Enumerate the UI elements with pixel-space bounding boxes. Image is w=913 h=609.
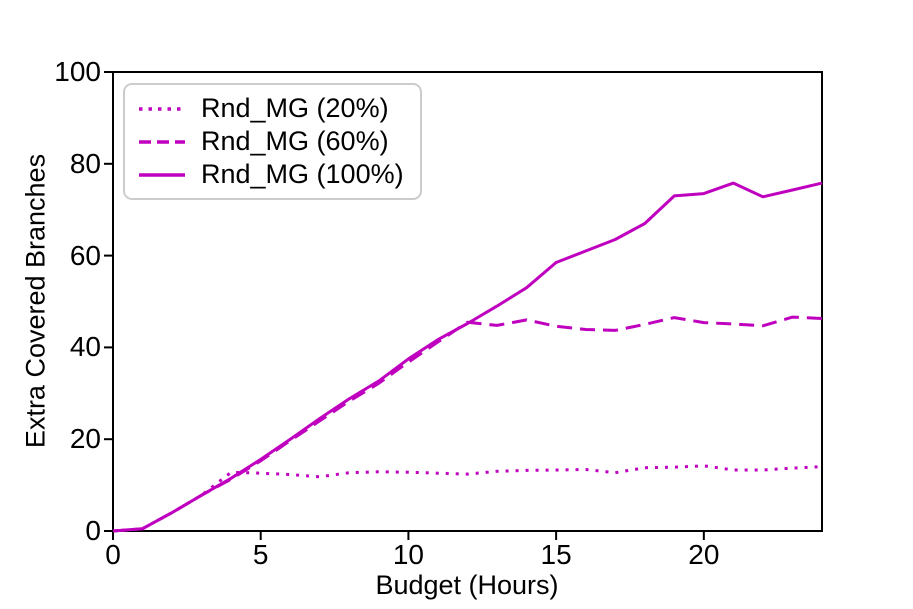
legend: Rnd_MG (20%) Rnd_MG (60%) Rnd_MG (100%) — [123, 83, 422, 200]
y-tick-label-20: 20 — [69, 423, 101, 455]
legend-label: Rnd_MG (60%) — [201, 126, 389, 156]
legend-label: Rnd_MG (100%) — [201, 159, 404, 189]
y-tick-label-60: 60 — [69, 239, 101, 271]
x-tick-label-5: 5 — [252, 539, 269, 570]
y-tick-label-0: 0 — [85, 515, 101, 546]
series-line-rnd-mg-20 — [112, 464, 823, 533]
legend-item-rnd-mg-100: Rnd_MG (100%) — [138, 160, 404, 189]
y-tick-label-80: 80 — [69, 147, 101, 179]
series-line-rnd-mg-60 — [112, 315, 823, 533]
y-axis-label: Extra Covered Branches — [20, 153, 51, 449]
x-tick-label-20: 20 — [688, 539, 720, 570]
plot-border — [112, 71, 823, 532]
legend-line-sample-dashed — [139, 139, 185, 144]
x-tick-label-0: 0 — [105, 539, 121, 570]
legend-line-sample-solid — [139, 172, 185, 177]
axis-tick-marks — [104, 71, 705, 540]
x-tick-label-15: 15 — [540, 539, 572, 570]
y-tick-label-100: 100 — [54, 56, 101, 87]
series-line-rnd-mg-100 — [112, 181, 823, 533]
x-axis-label: Budget (Hours) — [375, 570, 559, 600]
legend-item-rnd-mg-20: Rnd_MG (20%) — [138, 94, 404, 123]
legend-line-sample-dotted — [139, 106, 185, 111]
y-tick-label-40: 40 — [69, 331, 101, 363]
x-tick-label-10: 10 — [392, 539, 424, 570]
legend-item-rnd-mg-60: Rnd_MG (60%) — [138, 127, 404, 156]
legend-label: Rnd_MG (20%) — [201, 93, 389, 123]
